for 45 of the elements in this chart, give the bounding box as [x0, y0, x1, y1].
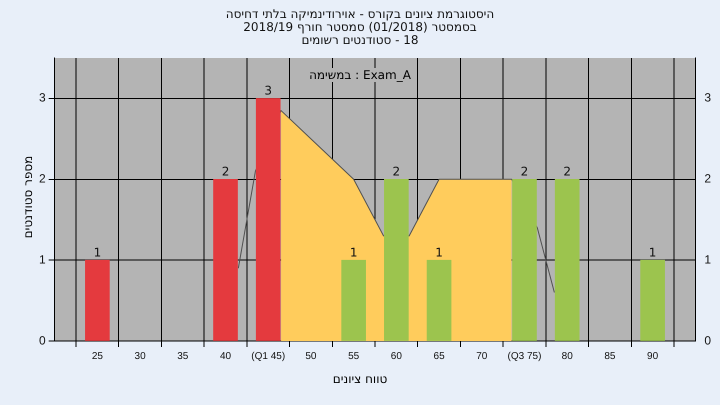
x-tick-label: 65	[434, 350, 446, 362]
x-tick-label: 50	[305, 350, 317, 362]
data-label: 2	[392, 164, 400, 178]
y-tick-label: 3	[38, 90, 46, 105]
x-tick-label: 60	[390, 350, 402, 362]
data-label: 1	[435, 245, 443, 260]
bar	[426, 260, 452, 341]
data-label: 3	[264, 84, 272, 98]
x-tick-label: 85	[604, 350, 616, 362]
x-tick-label: 90	[647, 350, 659, 362]
bar	[213, 178, 238, 341]
annotation: במשימה : Exam_A	[306, 68, 414, 82]
y-tick-label: 2	[38, 172, 46, 186]
x-tick-label: (Q3 75)	[508, 350, 542, 362]
x-axis-title: טווח ציונים	[332, 372, 388, 386]
y2-tick-label: 3	[704, 90, 712, 105]
chart-title: היסטוגרמת ציונים בקורס - אוירודינמיקה בלתי דחיסה	[224, 7, 496, 21]
bar	[640, 260, 665, 341]
x-tick-label: 70	[476, 350, 488, 362]
y-tick-label: 0	[38, 333, 46, 348]
data-label: 2	[563, 164, 572, 178]
bar	[554, 178, 580, 341]
x-tick-label: 80	[562, 350, 574, 362]
data-label: 2	[520, 164, 528, 178]
x-tick-label: 25	[92, 350, 104, 362]
bar	[384, 178, 409, 341]
x-tick-label: 55	[348, 350, 360, 362]
x-tick-label: 30	[134, 350, 146, 362]
bar	[256, 98, 281, 341]
chart-subtitle: בסמסטר (01/2018) סמסטר חורף 2018/19 18 - סטודנטים רשומים	[242, 20, 478, 47]
x-tick-label: 35	[177, 350, 189, 362]
bar	[85, 260, 110, 341]
data-label: 1	[350, 245, 358, 260]
y2-tick-label: 2	[704, 172, 712, 186]
data-label: 2	[222, 164, 230, 178]
data-label: 1	[94, 245, 102, 260]
y2-tick-label: 1	[704, 252, 712, 266]
y-tick-label: 1	[38, 252, 46, 266]
x-tick-label: (Q1 45)	[251, 350, 286, 362]
bar	[512, 178, 537, 341]
y-axis-title: מספר סטודנטים	[21, 154, 35, 240]
x-tick-label: 40	[220, 350, 232, 362]
y2-tick-label: 0	[704, 333, 712, 348]
data-label: 1	[648, 245, 656, 260]
bar	[341, 260, 366, 341]
